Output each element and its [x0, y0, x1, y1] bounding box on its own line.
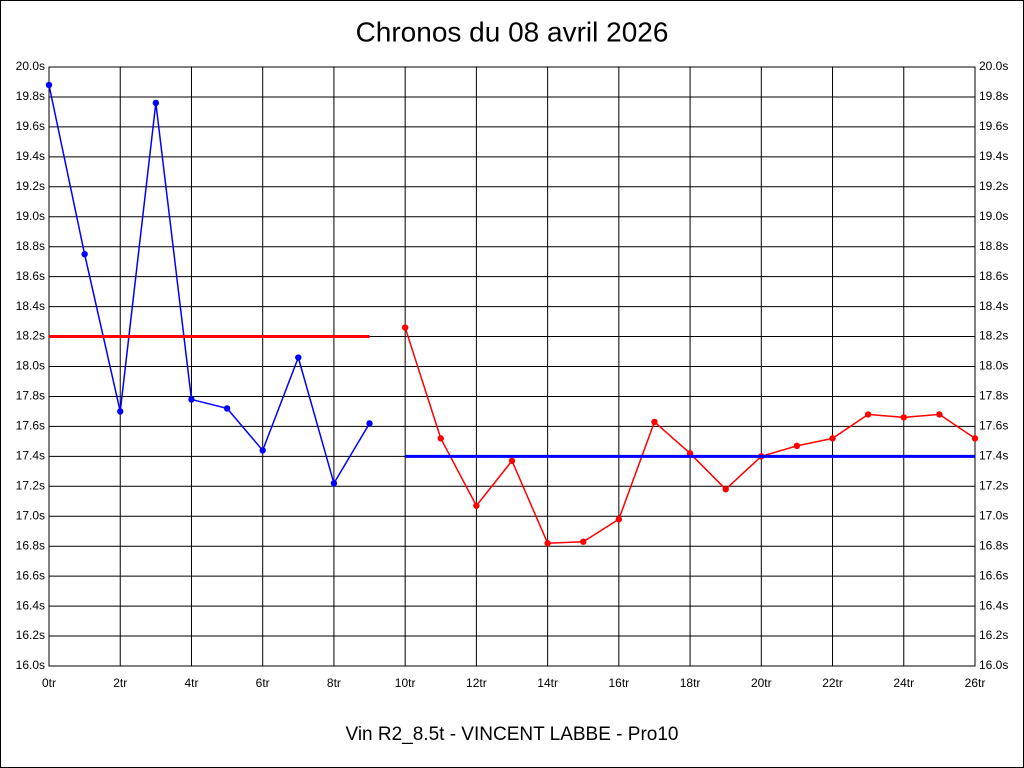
- data-point: [259, 447, 266, 454]
- data-point: [544, 540, 551, 547]
- y-tick-label: 19.8s: [16, 89, 45, 103]
- y-tick-label: 16.8s: [16, 538, 45, 552]
- y-tick-label-right: 18.8s: [979, 239, 1008, 253]
- y-tick-label: 17.0s: [16, 508, 45, 522]
- x-tick-label: 6tr: [256, 676, 270, 690]
- x-tick-label: 20tr: [751, 676, 772, 690]
- data-point: [722, 486, 729, 493]
- y-tick-label: 16.6s: [16, 568, 45, 582]
- y-tick-label-right: 19.6s: [979, 119, 1008, 133]
- y-tick-label-right: 16.0s: [979, 658, 1008, 672]
- y-tick-label: 20.0s: [16, 59, 45, 73]
- x-tick-label: 22tr: [822, 676, 843, 690]
- x-tick-label: 16tr: [609, 676, 630, 690]
- x-tick-label: 2tr: [113, 676, 127, 690]
- data-point: [401, 324, 409, 331]
- x-tick-label: 4tr: [184, 676, 198, 690]
- y-tick-label-right: 18.2s: [979, 329, 1008, 343]
- y-tick-label-right: 20.0s: [979, 59, 1008, 73]
- data-point: [188, 396, 195, 403]
- data-point: [936, 411, 943, 418]
- y-tick-label-right: 19.4s: [979, 149, 1008, 163]
- data-point: [864, 411, 872, 418]
- x-tick-label: 24tr: [893, 676, 914, 690]
- data-point: [81, 250, 88, 258]
- y-tick-label: 18.0s: [16, 359, 45, 373]
- y-tick-label-right: 19.0s: [979, 209, 1008, 223]
- y-tick-label-right: 16.2s: [979, 628, 1008, 642]
- y-tick-label: 18.2s: [16, 329, 45, 343]
- data-point: [473, 502, 480, 509]
- data-point: [330, 480, 338, 487]
- y-tick-label: 19.6s: [16, 119, 45, 133]
- y-tick-label: 18.6s: [16, 269, 45, 283]
- data-point: [117, 408, 124, 415]
- y-tick-label-right: 17.0s: [979, 508, 1008, 522]
- y-tick-label-right: 19.2s: [979, 179, 1008, 193]
- data-point: [508, 457, 516, 465]
- data-point: [295, 354, 302, 361]
- data-point: [437, 435, 444, 442]
- data-line: [48, 84, 371, 486]
- x-tick-label: 0tr: [42, 676, 56, 690]
- x-axis-label: Vin R2_8.5t - VINCENT LABBE - Pro10: [345, 724, 678, 745]
- data-point: [223, 405, 231, 412]
- y-tick-label-right: 17.4s: [979, 449, 1008, 463]
- y-tick-label-right: 17.6s: [979, 419, 1008, 433]
- data-point: [900, 414, 907, 421]
- plot-area: [48, 66, 976, 667]
- y-tick-label: 16.4s: [16, 598, 45, 612]
- y-tick-label-right: 17.8s: [979, 389, 1008, 403]
- data-point: [366, 420, 373, 427]
- y-tick-label-right: 16.8s: [979, 538, 1008, 552]
- y-tick-label-right: 18.0s: [979, 359, 1008, 373]
- y-tick-label: 16.2s: [16, 628, 45, 642]
- y-tick-label: 17.6s: [16, 419, 45, 433]
- y-tick-label-right: 16.4s: [979, 598, 1008, 612]
- y-tick-label: 19.0s: [16, 209, 45, 223]
- y-tick-label: 17.2s: [16, 478, 45, 492]
- data-point: [971, 435, 979, 442]
- data-point: [651, 418, 658, 426]
- y-tick-label-right: 16.6s: [979, 568, 1008, 582]
- y-tick-label-right: 17.2s: [979, 478, 1008, 492]
- data-point: [793, 442, 801, 450]
- x-tick-label: 18tr: [680, 676, 701, 690]
- y-tick-label: 17.4s: [16, 449, 45, 463]
- x-tick-label: 14tr: [537, 676, 558, 690]
- data-point: [152, 99, 160, 107]
- x-tick-label: 12tr: [466, 676, 487, 690]
- x-tick-label: 26tr: [965, 676, 986, 690]
- y-tick-label: 18.8s: [16, 239, 45, 253]
- y-tick-label: 19.4s: [16, 149, 45, 163]
- x-tick-label: 10tr: [395, 676, 416, 690]
- y-tick-label-right: 18.4s: [979, 299, 1008, 313]
- data-point: [45, 81, 53, 89]
- data-point: [580, 538, 587, 545]
- y-tick-label-right: 18.6s: [979, 269, 1008, 283]
- y-tick-label: 19.2s: [16, 179, 45, 193]
- y-tick-label: 17.8s: [16, 389, 45, 403]
- data-point: [615, 516, 623, 523]
- y-tick-label: 18.4s: [16, 299, 45, 313]
- x-tick-label: 8tr: [327, 676, 341, 690]
- chart-title: Chronos du 08 avril 2026: [356, 16, 669, 47]
- data-point: [829, 435, 836, 442]
- y-tick-label-right: 19.8s: [979, 89, 1008, 103]
- y-tick-label: 16.0s: [16, 658, 45, 672]
